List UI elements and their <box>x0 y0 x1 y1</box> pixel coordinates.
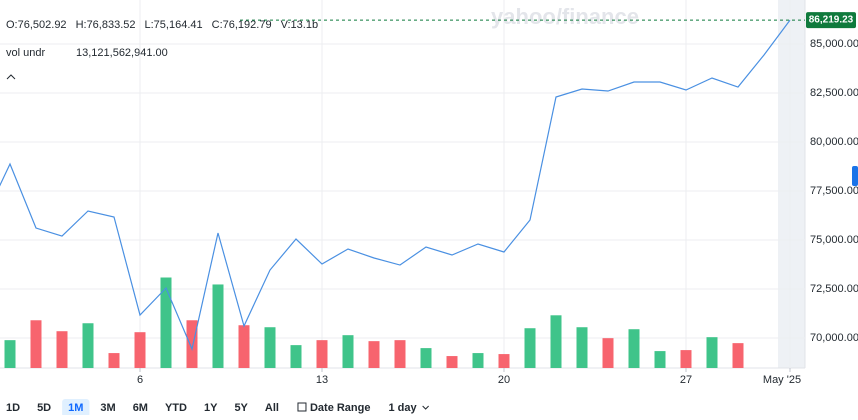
volume-bar <box>524 328 536 368</box>
volume-bar <box>238 325 250 368</box>
volume-bar <box>134 332 146 368</box>
x-tick-label: 20 <box>498 374 510 386</box>
vol-value: 13,121,562,941.00 <box>76 47 168 59</box>
watermark: yahoo/finance <box>491 4 639 29</box>
range-active-bg <box>62 399 90 417</box>
volume-bar <box>576 327 588 368</box>
ohlc-value: C:76,192.79 <box>212 19 272 31</box>
ohlc-value: V:13.1b <box>281 19 319 31</box>
range-button[interactable]: 5Y <box>234 402 248 414</box>
x-tick-label: 27 <box>680 374 692 386</box>
volume-bar <box>368 341 380 368</box>
toolbar: 1D 5D 1M 3M 6M YTD 1Y 5Y All Date Range 1 day <box>6 399 429 417</box>
volume-bar <box>446 356 458 368</box>
range-button[interactable]: 1D <box>6 402 20 414</box>
chevron <box>422 405 429 410</box>
range-button[interactable]: 1Y <box>204 402 218 414</box>
ohlc-value: L:75,164.41 <box>145 19 203 31</box>
y-tick-label: 75,000.00 <box>810 234 858 246</box>
volume-bar <box>108 353 120 368</box>
range-button[interactable]: YTD <box>165 402 187 414</box>
range-button[interactable]: 3M <box>100 402 115 414</box>
volume-bar <box>342 335 354 368</box>
volume-bar <box>4 340 16 368</box>
date-range-button[interactable]: Date Range <box>310 402 371 414</box>
range-button[interactable]: 5D <box>37 402 51 414</box>
range-button[interactable]: All <box>265 402 279 414</box>
volume-bar <box>550 315 562 368</box>
hover-band <box>778 0 805 368</box>
y-tick-label: 80,000.00 <box>810 136 858 148</box>
volume-bar <box>212 284 224 368</box>
volume-bar <box>56 331 68 368</box>
header: O:76,502.92 H:76,833.52 L:75,164.41 C:76,19… <box>6 19 318 31</box>
volume-bar <box>160 277 172 368</box>
price-line <box>0 19 791 351</box>
range-button[interactable]: 6M <box>133 402 148 414</box>
volume-bar <box>732 343 744 368</box>
y-tick-label: 77,500.00 <box>810 185 858 197</box>
y-tick-label: 82,500.00 <box>810 87 858 99</box>
volume-bar <box>498 354 510 368</box>
volume-bar <box>420 348 432 368</box>
x-tick-label: 13 <box>316 374 328 386</box>
y-tick-label: 70,000.00 <box>810 332 858 344</box>
calendar-icon <box>297 402 307 412</box>
last-price-box <box>806 12 856 29</box>
volume-bar <box>264 327 276 368</box>
volume-bar <box>654 351 666 368</box>
volume-bar <box>290 345 302 368</box>
volume-bar <box>186 320 198 368</box>
volume-bar <box>706 337 718 368</box>
volume-bar <box>680 350 692 368</box>
volume-bar <box>30 320 42 368</box>
x-tick-label: 6 <box>137 374 143 386</box>
range-button[interactable]: 1M <box>68 402 83 414</box>
volume-bar <box>316 340 328 368</box>
last-price-label: 86,219.23 <box>809 15 854 26</box>
volume-bar <box>82 323 94 368</box>
vol-name: vol undr <box>6 47 45 59</box>
volume-bar <box>472 353 484 368</box>
ohlc-value: O:76,502.92 <box>6 19 67 31</box>
y-tick-label: 85,000.00 <box>810 38 858 50</box>
collapse-icon[interactable] <box>6 74 16 80</box>
interval-button[interactable]: 1 day <box>389 402 418 414</box>
volume-bar <box>394 340 406 368</box>
volume-bar <box>602 338 614 368</box>
side-tab[interactable] <box>852 166 858 186</box>
x-tick-label: May '25 <box>763 374 801 386</box>
ohlc-value: H:76,833.52 <box>76 19 136 31</box>
volume-bar <box>628 329 640 368</box>
y-tick-label: 72,500.00 <box>810 283 858 295</box>
